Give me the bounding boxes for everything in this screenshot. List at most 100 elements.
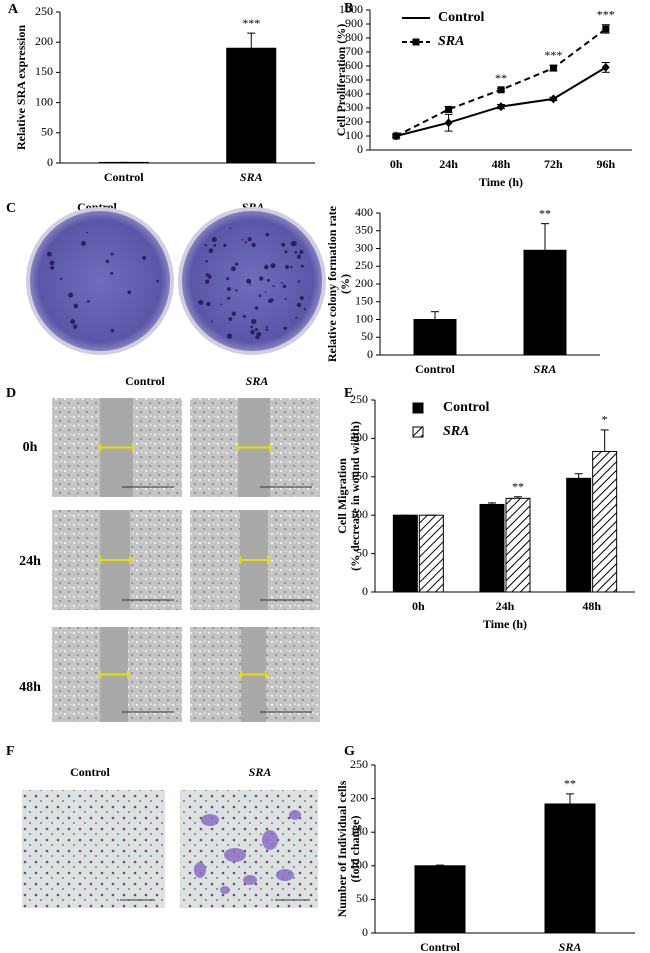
transwell-photo <box>180 790 318 908</box>
significance: *** <box>544 48 562 62</box>
y-tick-label: 100 <box>355 311 373 325</box>
colony <box>264 291 267 293</box>
y-tick-label: 50 <box>356 545 368 559</box>
wound-photos <box>52 398 320 722</box>
x-tick-label: 48h <box>492 157 511 171</box>
cell-clusters <box>194 810 301 894</box>
colony <box>49 260 55 266</box>
colony <box>142 255 147 260</box>
colony <box>250 329 255 335</box>
y-axis-label: (%) <box>338 274 352 294</box>
marker <box>444 118 453 128</box>
y-tick-label: 0 <box>357 142 363 156</box>
colony <box>254 327 258 332</box>
x-tick-label: 0h <box>390 157 403 171</box>
y-tick-label: 300 <box>345 100 363 114</box>
colony <box>127 290 132 295</box>
y-tick-label: 200 <box>350 790 368 804</box>
colony <box>85 231 88 234</box>
colony <box>258 294 262 298</box>
colony <box>230 266 236 272</box>
legend-swatch <box>412 426 424 438</box>
x-tick-label: 0h <box>412 599 425 613</box>
colony <box>251 242 256 248</box>
colony <box>285 264 290 270</box>
bar <box>523 249 567 356</box>
x-tick-label: 24h <box>439 157 458 171</box>
significance: ** <box>564 777 576 791</box>
significance: *** <box>597 7 615 21</box>
panel-label: C <box>6 201 16 216</box>
colony <box>256 331 262 338</box>
colony <box>70 319 76 325</box>
colony <box>282 284 287 289</box>
colony <box>73 303 79 309</box>
colony <box>264 264 269 270</box>
colony <box>205 273 210 277</box>
colony <box>297 280 301 283</box>
marker <box>445 105 453 113</box>
y-tick-label: 200 <box>355 276 373 290</box>
colony <box>226 277 230 281</box>
y-tick-label: 250 <box>350 757 368 771</box>
colony <box>72 324 78 329</box>
y-tick-label: 0 <box>367 347 373 361</box>
bar <box>413 319 457 356</box>
colony <box>296 302 302 308</box>
bar <box>479 503 505 593</box>
row-label: 24h <box>19 554 41 569</box>
y-tick-label: 0 <box>47 155 53 169</box>
colony <box>272 285 275 288</box>
colony <box>300 264 304 268</box>
colony <box>244 241 248 244</box>
colony <box>226 287 231 292</box>
significance: ** <box>495 71 507 85</box>
colony <box>255 335 258 339</box>
transwell-photo <box>22 790 165 908</box>
legend-label: SRA <box>438 34 464 49</box>
x-tick-label: 48h <box>582 599 601 613</box>
x-tick-label: 72h <box>544 157 563 171</box>
colony <box>228 317 233 321</box>
x-tick-label: Control <box>104 170 144 184</box>
colony <box>284 297 287 301</box>
petri-dish <box>26 207 174 355</box>
colony <box>205 260 208 263</box>
colony <box>265 325 269 328</box>
bar <box>414 865 466 934</box>
y-tick-label: 150 <box>355 294 373 308</box>
y-tick-label: 200 <box>35 34 53 48</box>
colony <box>229 227 232 230</box>
y-axis-label: Cell Migration <box>335 458 349 534</box>
colony <box>227 296 231 300</box>
y-tick-label: 100 <box>350 858 368 872</box>
significance: *** <box>242 16 260 30</box>
y-tick-label: 150 <box>35 64 53 78</box>
colony <box>235 262 239 266</box>
marker <box>549 94 558 104</box>
colony <box>46 251 52 257</box>
bar <box>226 47 277 164</box>
x-tick-label: Control <box>415 362 455 376</box>
bar <box>592 450 618 593</box>
colony <box>59 277 63 280</box>
y-tick-label: 700 <box>345 44 363 58</box>
colony <box>246 278 252 284</box>
colony <box>303 307 307 311</box>
colonies <box>46 227 307 340</box>
y-axis-label: (% decrease in wound width) <box>348 421 362 571</box>
bar <box>544 803 596 934</box>
bar <box>505 497 531 593</box>
colony <box>250 325 254 329</box>
y-tick-label: 300 <box>355 240 373 254</box>
legend-marker <box>412 38 420 46</box>
colony <box>284 250 288 254</box>
photo-label: SRA <box>249 765 272 779</box>
y-tick-label: 100 <box>350 507 368 521</box>
y-tick-label: 200 <box>345 114 363 128</box>
panel-label: G <box>344 744 355 759</box>
photo-label: SRA <box>246 374 269 388</box>
colony <box>269 298 274 302</box>
colony <box>280 282 283 284</box>
colony <box>204 244 208 247</box>
